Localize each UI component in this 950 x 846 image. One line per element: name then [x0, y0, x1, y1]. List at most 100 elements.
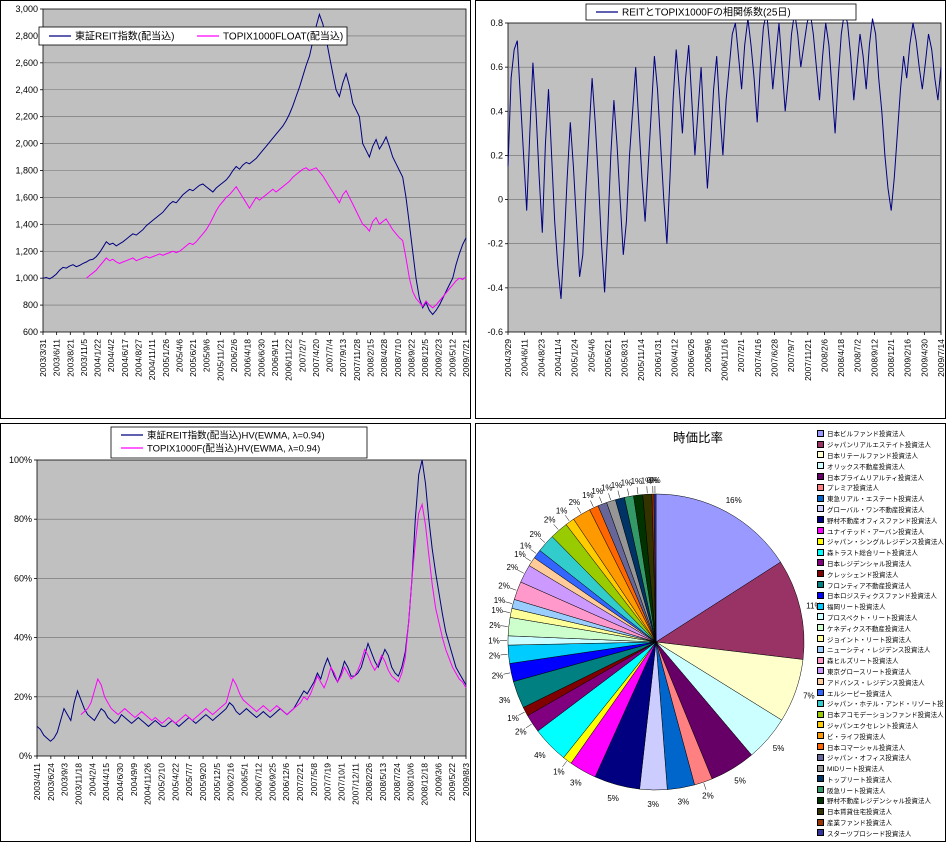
slice-percent-label: 2%	[507, 563, 519, 572]
y-tick-label: 2,400	[15, 85, 38, 95]
legend-item: オリックス不動産投資法人	[817, 460, 944, 471]
y-tick-label: 80%	[14, 514, 32, 524]
x-tick-label: 2008/4/18	[836, 339, 846, 377]
label-leader-line	[524, 557, 531, 562]
label-leader-line	[553, 524, 559, 530]
slice-percent-label: 5%	[773, 744, 785, 753]
slice-percent-label: 1%	[494, 596, 506, 605]
legend-item: アドバンス・レジデンス投資法人	[817, 676, 944, 687]
legend-swatch	[817, 635, 824, 643]
series-line	[42, 12, 467, 316]
x-tick-label: 2008/12/18	[419, 763, 429, 806]
slice-percent-label: 1%	[488, 636, 500, 645]
legend-label: アドバンス・レジデンス投資法人	[827, 679, 925, 687]
x-tick-label: 2009/5/22	[447, 763, 457, 801]
y-tick-label: 600	[23, 327, 38, 337]
x-tick-label: 2006/11/16	[720, 339, 730, 381]
x-tick-label: 2006/5/1	[240, 763, 250, 796]
slice-percent-label: 5%	[734, 776, 746, 785]
x-tick-label: 2004/2/4	[87, 763, 97, 796]
label-leader-line	[636, 487, 639, 495]
x-tick-label: 2009/2/16	[903, 339, 913, 377]
x-tick-label: 2006/9/25	[267, 763, 277, 801]
legend-label: 日本リテールファンド投資法人	[827, 452, 918, 460]
y-tick-label: 60%	[14, 573, 32, 583]
legend-item: プレミア投資法人	[817, 482, 944, 493]
x-tick-label: 2007/9/7	[786, 339, 796, 372]
y-tick-label: 2,600	[15, 58, 38, 68]
x-tick-label: 2004/4/15	[101, 763, 111, 801]
legend-swatch	[817, 645, 824, 653]
series-line	[507, 11, 942, 299]
slice-percent-label: 0%	[647, 476, 659, 485]
slice-percent-label: 2%	[515, 727, 527, 736]
legend-label: ジョイント・リート投資法人	[827, 636, 912, 644]
y-tick-label: 1,400	[15, 219, 38, 229]
label-leader-line	[518, 711, 525, 716]
label-leader-line	[627, 488, 629, 496]
slice-percent-label: 4%	[534, 751, 546, 760]
legend-label: 野村不動産レジデンシャル投資法人	[827, 798, 931, 806]
legend-swatch	[817, 602, 824, 610]
x-tick-label: 2003/11/5	[79, 339, 89, 376]
legend-label: プロスペクト・リート投資法人	[827, 614, 918, 622]
x-tick-label: 2003/6/11	[52, 339, 62, 376]
correlation-line-chart: -0.6 -0.4 -0.2 0 0.2 0.4 0.6 0.8 2004/3/29 2004/6…	[487, 3, 945, 381]
x-tick-label: 2005/6/21	[603, 339, 613, 377]
label-leader-line	[599, 496, 603, 504]
slice-percent-label: 1%	[582, 491, 594, 500]
label-leader-line	[703, 783, 707, 790]
x-tick-label: 2009/5/12	[447, 339, 457, 377]
x-tick-label: 2008/12/1	[886, 339, 896, 377]
slice-percent-label: 5%	[607, 794, 619, 803]
x-tick-label: 2005/9/6	[202, 339, 212, 372]
legend-label: グローバル・ワン不動産投資法人	[827, 506, 925, 514]
x-tick-label: 2008/4/28	[379, 339, 389, 377]
x-tick-label: 2009/8/3	[461, 763, 471, 796]
y-tick-label: 0.2	[490, 150, 503, 160]
slice-percent-label: 1%	[507, 714, 519, 723]
legend-swatch	[817, 775, 824, 783]
x-tick-label: 2005/6/21	[188, 339, 198, 377]
legend-item: 日本賃貸住宅投資法人	[817, 806, 944, 817]
x-tick-label: 2004/4/2	[106, 339, 116, 372]
slice-percent-label: 1%	[631, 477, 643, 486]
x-tick-label: 2006/4/12	[670, 339, 680, 377]
legend-swatch	[817, 473, 824, 481]
y-tick-label: 800	[23, 300, 38, 310]
chart-historical-volatility: 0% 20% 40% 60% 80% 100% 2003/4/11 2003/6/24 2003…	[0, 423, 471, 842]
pie-slice	[655, 493, 781, 643]
pie-slice	[655, 561, 805, 660]
label-leader-line	[503, 672, 511, 675]
y-tick-label: -0.4	[487, 283, 503, 293]
x-tick-label: 2007/2/1	[736, 339, 746, 372]
legend-label: 東証REIT指数(配当込)	[75, 30, 174, 43]
x-tick-label: 2009/7/21	[461, 339, 471, 377]
legend-item: 日本ロジスティクスファンド投資法人	[817, 590, 944, 601]
x-tick-label: 2005/1/26	[161, 339, 171, 377]
x-tick-label: 2007/2/7	[297, 339, 307, 372]
chart-market-value-ratio: 時価比率 16% 11% 7% 5% 5% 2% 3% 3% 5% 3% 1% 4% 2% 1% 3% 2% 2%…	[475, 423, 946, 842]
legend-label: 東急リアル・エステート投資法人	[827, 496, 925, 504]
y-tick-label: 2,000	[15, 139, 38, 149]
x-tick-label: 2003/4/11	[32, 763, 42, 800]
x-tick-label: 2009/4/30	[919, 339, 929, 377]
y-tick-label: 1,000	[15, 273, 38, 283]
legend-label: ビ・ライフ投資法人	[827, 733, 886, 741]
x-tick-label: 2003/8/21	[65, 339, 75, 377]
x-tick-label: 2005/4/6	[586, 339, 596, 372]
legend-item: エルシーピー投資法人	[817, 687, 944, 698]
slice-percent-label: 3%	[499, 696, 511, 705]
legend-label: 東京グロースリート投資法人	[827, 668, 912, 676]
label-leader-line	[503, 611, 510, 613]
y-tick-label: 0.8	[490, 18, 503, 28]
legend-label: オリックス不動産投資法人	[827, 463, 905, 471]
chart-index-comparison: 600 800 1,000 1,200 1,400 1,600 1,800 2,000 2,20…	[0, 0, 471, 419]
label-leader-line	[517, 569, 524, 574]
label-leader-line	[500, 654, 508, 656]
slice-percent-label: 1%	[514, 550, 526, 559]
slice-percent-label: 1%	[556, 506, 568, 515]
slice-percent-label: 0%	[649, 476, 661, 485]
legend-label: REITとTOPIX1000Fの相関係数(25日)	[622, 6, 791, 19]
x-tick-label: 2008/10/6	[406, 763, 416, 801]
